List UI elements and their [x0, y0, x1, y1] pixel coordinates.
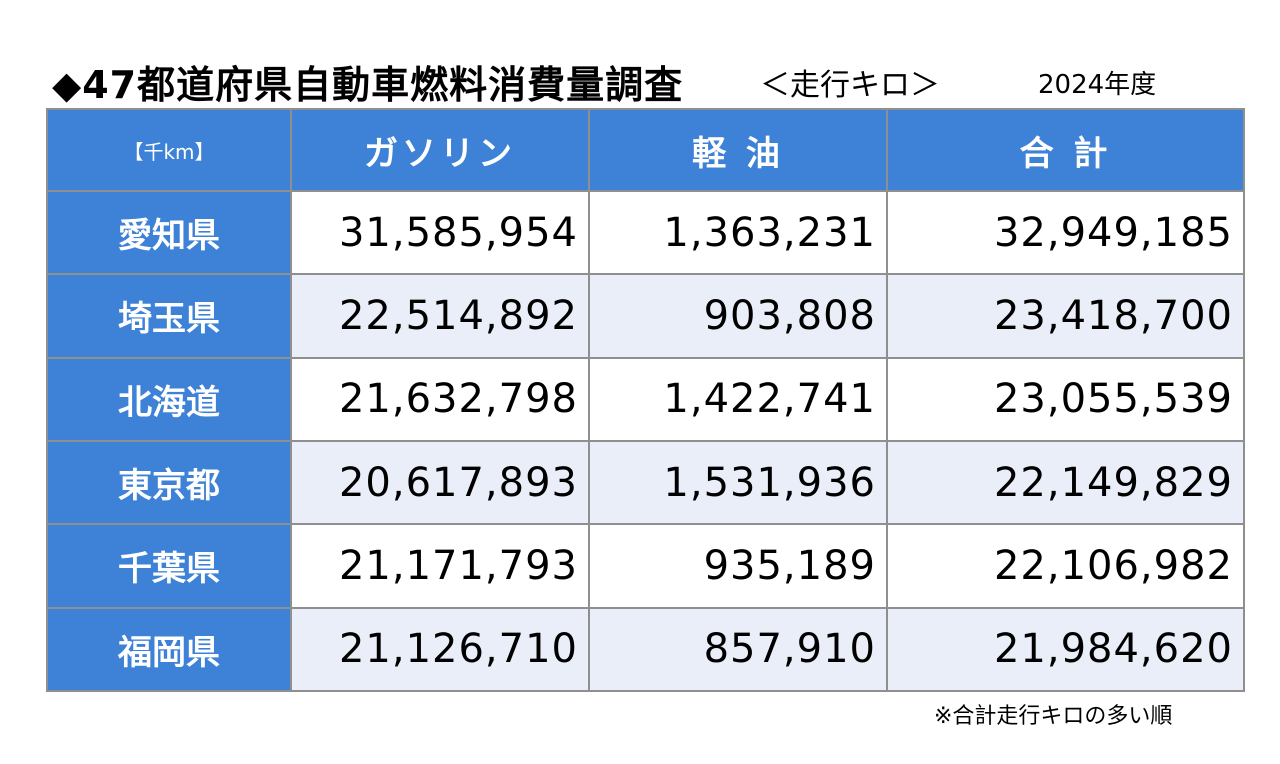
cell-gasoline: 21,171,793 [290, 523, 590, 609]
page-subtitle: ＜走行キロ＞ [760, 68, 940, 103]
fiscal-year-label: 2024年度 [1038, 70, 1157, 100]
cell-total: 32,949,185 [886, 189, 1245, 276]
cell-total: 22,106,982 [886, 523, 1245, 609]
cell-gasoline: 22,514,892 [290, 273, 590, 359]
sort-order-footnote: ※合計走行キロの多い順 [934, 704, 1173, 729]
row-label: 福岡県 [46, 606, 292, 693]
cell-diesel: 1,363,231 [588, 189, 888, 276]
fuel-consumption-table: 【千km】 ガソリン 軽 油 合 計 愛知県 31,585,954 1,363,… [46, 108, 1245, 693]
cell-total: 23,055,539 [886, 356, 1245, 442]
row-label: 千葉県 [46, 523, 292, 609]
row-label: 愛知県 [46, 189, 292, 276]
column-header-diesel: 軽 油 [588, 108, 888, 192]
cell-diesel: 935,189 [588, 523, 888, 609]
table-header-row: 【千km】 ガソリン 軽 油 合 計 [46, 108, 1245, 192]
table-row: 愛知県 31,585,954 1,363,231 32,949,185 [46, 189, 1245, 276]
table-row: 北海道 21,632,798 1,422,741 23,055,539 [46, 356, 1245, 442]
cell-gasoline: 31,585,954 [290, 189, 590, 276]
cell-total: 22,149,829 [886, 439, 1245, 526]
cell-diesel: 857,910 [588, 606, 888, 693]
cell-gasoline: 21,632,798 [290, 356, 590, 442]
table-row: 福岡県 21,126,710 857,910 21,984,620 [46, 606, 1245, 693]
column-header-total: 合 計 [886, 108, 1245, 192]
row-label: 埼玉県 [46, 273, 292, 359]
table-row: 東京都 20,617,893 1,531,936 22,149,829 [46, 439, 1245, 526]
cell-gasoline: 21,126,710 [290, 606, 590, 693]
cell-diesel: 1,531,936 [588, 439, 888, 526]
unit-label: 【千km】 [46, 108, 292, 192]
cell-total: 21,984,620 [886, 606, 1245, 693]
column-header-gasoline: ガソリン [290, 108, 590, 192]
title-row: ◆47都道府県自動車燃料消費量調査 ＜走行キロ＞ 2024年度 [52, 48, 1232, 108]
cell-diesel: 903,808 [588, 273, 888, 359]
row-label: 東京都 [46, 439, 292, 526]
table-row: 埼玉県 22,514,892 903,808 23,418,700 [46, 273, 1245, 359]
cell-gasoline: 20,617,893 [290, 439, 590, 526]
cell-diesel: 1,422,741 [588, 356, 888, 442]
cell-total: 23,418,700 [886, 273, 1245, 359]
table-row: 千葉県 21,171,793 935,189 22,106,982 [46, 523, 1245, 609]
page-title: ◆47都道府県自動車燃料消費量調査 [52, 63, 684, 107]
row-label: 北海道 [46, 356, 292, 442]
